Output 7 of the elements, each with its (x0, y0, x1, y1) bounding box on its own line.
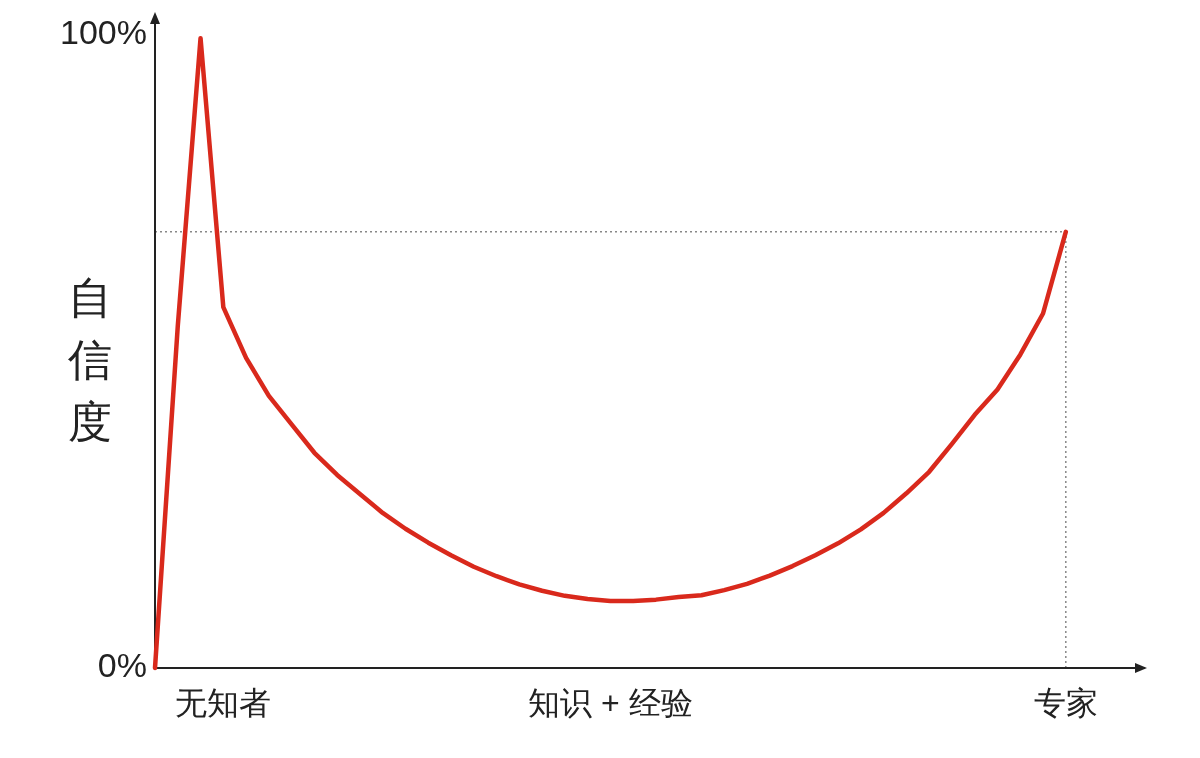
y-axis-title: 自信度 (68, 273, 112, 446)
y-tick-label: 100% (60, 12, 147, 51)
x-tick-label: 专家 (1033, 685, 1098, 721)
line-series (152, 35, 1069, 671)
x-tick-label: 无知者 (175, 685, 272, 721)
x-tick-label: 知识 + 经验 (528, 685, 693, 721)
y-tick-label: 0% (97, 645, 147, 684)
